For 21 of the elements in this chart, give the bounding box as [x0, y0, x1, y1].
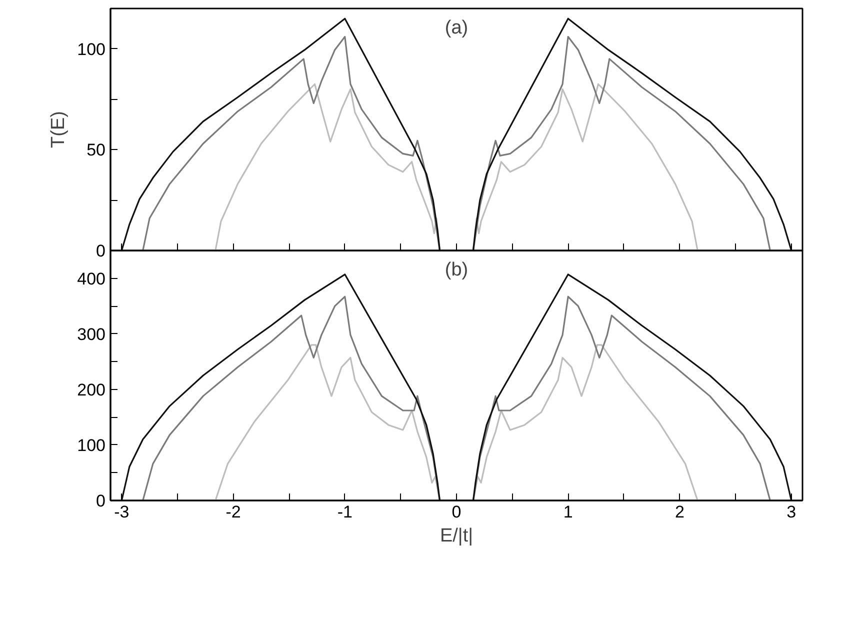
x-tick-label: 1 — [563, 502, 573, 522]
x-tick-label: 2 — [675, 502, 684, 522]
x-tick-label: -2 — [226, 502, 241, 522]
y-tick-label: 50 — [86, 140, 106, 160]
x-tick-label: 3 — [786, 502, 796, 522]
line-series — [142, 296, 771, 500]
line-series — [214, 83, 698, 250]
x-tick-label: -3 — [114, 502, 130, 522]
x-tick-label: 0 — [452, 502, 462, 522]
y-axis-title: T(E) — [48, 111, 70, 148]
x-axis-title: E/|t| — [440, 526, 474, 546]
y-tick-label: 100 — [77, 40, 106, 59]
y-tick-label: 200 — [77, 380, 106, 400]
y-tick-label: 400 — [77, 269, 106, 288]
annotation: (b) — [444, 260, 468, 280]
line-series — [214, 344, 698, 500]
y-tick-label: 300 — [77, 324, 106, 344]
x-tick-label: -1 — [337, 502, 352, 522]
y-tick-label: 0 — [96, 242, 106, 260]
annotation: (a) — [444, 18, 468, 38]
y-tick-label: 100 — [77, 436, 106, 455]
